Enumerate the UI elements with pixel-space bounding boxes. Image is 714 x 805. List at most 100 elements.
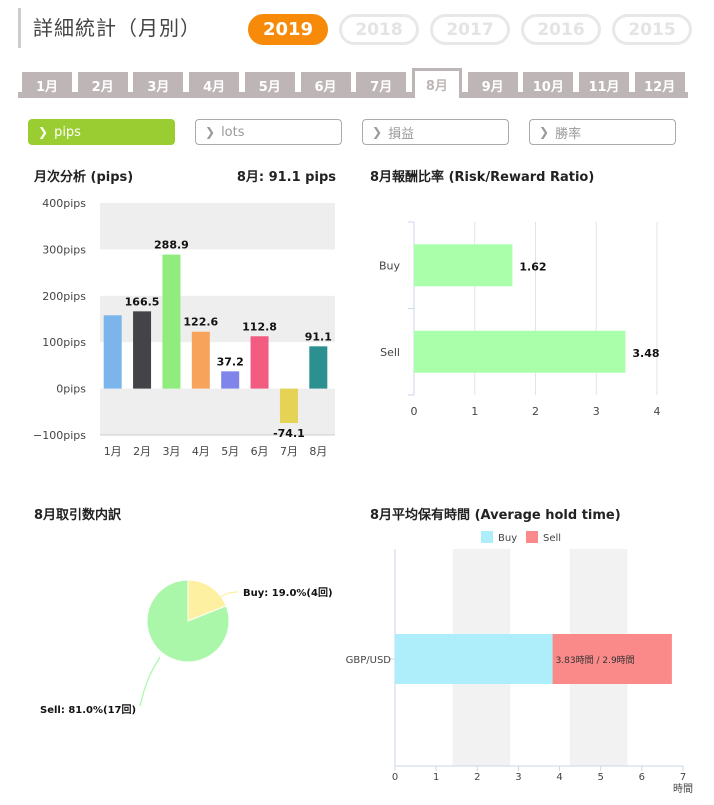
year-button-2019[interactable]: 2019 [248,14,328,45]
month-tab-5[interactable]: 5月 [244,72,295,98]
month-tab-7[interactable]: 7月 [356,72,407,98]
y-tick-label: GBP/USD [346,655,392,666]
pie-slice-buy [187,579,227,622]
hold-chart-title: 8月平均保有時間 (Average hold time) [370,508,621,523]
x-tick-label: 4月 [192,445,210,458]
x-tick-label: 0 [392,772,398,783]
month-tab-8[interactable]: 8月 [411,68,462,98]
pie-label-sell: Sell: 81.0%(17回) [40,704,136,716]
x-tick-label: 1月 [104,445,122,458]
chevron-right-icon: ❯ [38,125,49,139]
chevron-right-icon: ❯ [372,125,383,139]
x-tick-label: 4 [556,772,562,783]
x-tick-label: 5月 [221,445,239,458]
bar-7 [279,388,298,423]
bar-3 [162,254,181,389]
bar-2 [133,311,152,389]
x-tick-label: 2月 [133,445,151,458]
x-tick-label: 7月 [280,445,298,458]
bar-8 [309,346,328,389]
filter-winrate[interactable]: ❯ 勝率 [529,119,676,145]
filter-label: 勝率 [555,126,582,142]
year-button-2017[interactable]: 2017 [430,14,510,45]
year-button-2018[interactable]: 2018 [339,14,419,45]
filter-label: 損益 [388,126,415,142]
rr-bar-buy [414,244,513,287]
page-header: 詳細統計（月別） [18,8,201,48]
monthly-summary: 8月: 91.1 pips [236,170,336,185]
month-tab-9[interactable]: 9月 [467,72,518,98]
x-tick-label: 3 [593,405,600,418]
x-tick-label: 6月 [251,445,269,458]
bar-value-label: 166.5 [125,295,160,308]
filter-lots[interactable]: ❯ lots [195,119,342,145]
month-tab-11[interactable]: 11月 [579,72,629,98]
hold-bar-buy [395,634,553,684]
bar-value-label: 112.8 [242,320,277,333]
filter-pips[interactable]: ❯ pips [28,119,175,145]
x-tick-label: 6 [639,772,645,783]
plot-band [100,203,335,250]
year-button-2016[interactable]: 2016 [521,14,601,45]
filter-label: pips [54,124,81,140]
month-tab-4[interactable]: 4月 [189,72,240,98]
x-tick-label: 2 [532,405,539,418]
bar-value-label: 91.1 [305,330,332,343]
rr-bar-sell [414,330,626,373]
chevron-right-icon: ❯ [205,125,216,139]
x-tick-label: 8月 [309,445,327,458]
y-tick-label: 200pips [42,290,86,303]
hold-bar-sell [552,634,672,684]
hold-time-chart: Buy Sell 0 1 2 3 4 5 6 7時間 3.83時間 / 2.9時間 GBP/USD [346,531,693,795]
x-tick-label: 3月 [162,445,180,458]
bar-value-label: -74.1 [273,427,305,440]
y-tick-label: 100pips [42,336,86,349]
chevron-right-icon: ❯ [539,125,550,139]
year-selector: 2019 2018 2017 2016 2015 [248,14,692,45]
page-title: 詳細統計（月別） [33,16,201,40]
monthly-chart-title: 月次分析 (pips) [34,170,134,185]
monthly-bar-chart: 400pips 300pips 200pips 100pips 0pips −100pip… [33,197,335,458]
bar-4 [191,331,210,389]
bar-value-label: 1.62 [519,260,546,273]
month-tab-10[interactable]: 10月 [523,72,574,98]
year-button-2015[interactable]: 2015 [612,14,692,45]
bar-6 [250,336,269,389]
rr-chart-title: 8月報酬比率 (Risk/Reward Ratio) [370,170,595,185]
y-tick-label: 400pips [42,197,86,210]
month-tab-6[interactable]: 6月 [300,72,351,98]
y-tick-label: 300pips [42,243,86,256]
label-connector [213,591,239,603]
trade-pie-chart: Buy: 19.0%(4回) Sell: 81.0%(17回) [40,579,333,716]
filter-label: lots [221,124,245,140]
bar-1 [103,315,122,389]
label-connector [139,656,161,707]
y-tick-label: Sell [380,346,400,359]
x-axis-label: 時間 [673,783,693,795]
bar-value-label: 37.2 [217,355,244,368]
y-tick-label: 0pips [56,383,86,396]
month-tab-3[interactable]: 3月 [133,72,184,98]
hold-bar-label: 3.83時間 / 2.9時間 [556,655,635,666]
bar-value-label: 122.6 [183,316,218,329]
month-tab-1[interactable]: 1月 [22,72,72,98]
pie-label-buy: Buy: 19.0%(4回) [243,587,333,599]
month-tab-2[interactable]: 2月 [77,72,128,98]
x-tick-label: 7 [680,772,686,783]
y-tick-label: Buy [379,259,401,272]
legend-swatch-sell [526,531,538,543]
bar-value-label: 3.48 [632,347,659,360]
x-tick-label: 0 [411,405,418,418]
x-tick-label: 4 [654,405,661,418]
y-tick-label: −100pips [33,429,86,442]
rr-bar-chart: 0 1 2 3 4 1.62 Buy 3.48 Sell [379,221,661,418]
x-tick-label: 3 [515,772,521,783]
filter-profit[interactable]: ❯ 損益 [362,119,509,145]
month-tab-12[interactable]: 12月 [634,72,685,98]
bar-value-label: 288.9 [154,239,189,252]
x-tick-label: 5 [598,772,604,783]
x-tick-label: 1 [433,772,439,783]
x-tick-label: 1 [471,405,478,418]
month-tabs: 1月 2月 3月 4月 5月 6月 7月 8月 9月 10月 11月 12月 [18,68,688,98]
pie-slice-sell [146,579,230,663]
